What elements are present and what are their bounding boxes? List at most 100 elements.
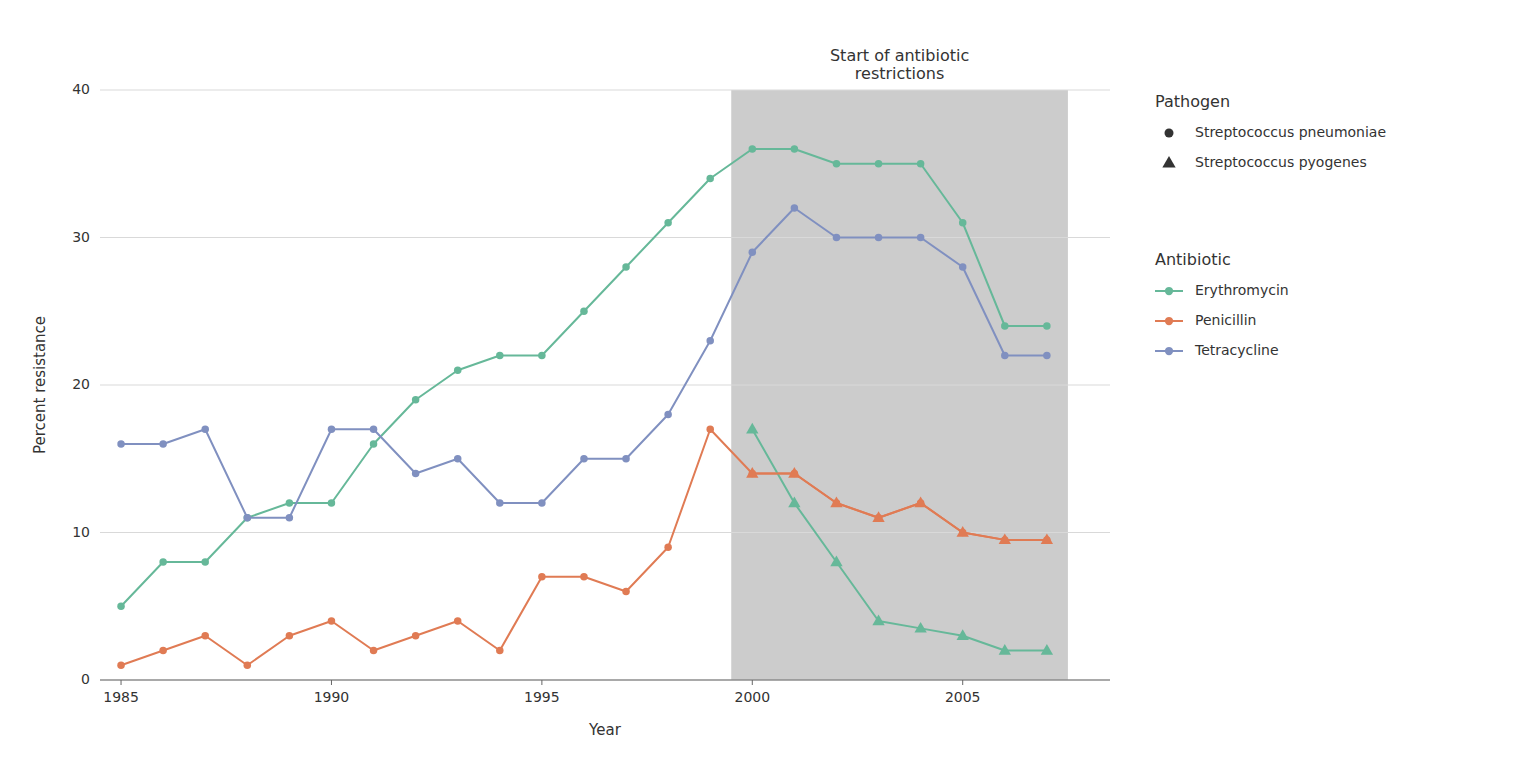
point: [622, 455, 630, 463]
point: [622, 263, 630, 271]
legend-entry: Streptococcus pyogenes: [1195, 154, 1367, 170]
point: [496, 352, 504, 360]
point: [706, 175, 714, 183]
point: [1001, 352, 1009, 360]
annotation: Start of antibioticrestrictions: [830, 46, 969, 83]
point: [201, 632, 209, 640]
point: [872, 615, 884, 626]
point: [159, 647, 167, 655]
point: [370, 426, 378, 434]
legend-swatch-marker: [1165, 347, 1173, 355]
point: [622, 588, 630, 596]
point: [872, 511, 884, 522]
point: [201, 558, 209, 566]
point: [580, 455, 588, 463]
point: [788, 497, 800, 508]
point: [454, 367, 462, 375]
point: [664, 219, 672, 227]
point: [746, 467, 758, 478]
point: [957, 629, 969, 640]
point: [788, 467, 800, 478]
grid-line: [100, 385, 1110, 386]
point: [957, 526, 969, 537]
point: [1001, 322, 1009, 330]
annotation-line: Start of antibiotic: [830, 46, 969, 65]
point: [201, 426, 209, 434]
legend-entry: Penicillin: [1195, 312, 1256, 328]
point: [286, 499, 294, 507]
grid-line: [100, 680, 1110, 681]
point: [959, 263, 967, 271]
point: [328, 617, 336, 625]
series: [117, 426, 1050, 670]
point: [914, 622, 926, 633]
legend-title: Pathogen: [1155, 92, 1230, 111]
point: [706, 337, 714, 345]
series: [746, 423, 1053, 655]
point: [412, 396, 420, 404]
point: [370, 647, 378, 655]
point: [791, 145, 799, 153]
point: [117, 662, 125, 670]
point: [286, 514, 294, 522]
y-grid: 010203040: [72, 81, 1110, 687]
x-tick: [121, 680, 122, 685]
point: [117, 603, 125, 611]
x-tick: [962, 680, 963, 685]
point: [286, 632, 294, 640]
series-line: [752, 474, 1047, 540]
x-tick: [541, 680, 542, 685]
legend-swatch-marker: [1162, 156, 1175, 168]
annotation-line: restrictions: [855, 64, 944, 83]
y-tick-label: 30: [72, 229, 90, 245]
y-tick-label: 0: [81, 671, 90, 687]
chart: 01020304019851990199520002005YearPercent…: [0, 0, 1536, 768]
legend-swatch-marker: [1165, 317, 1173, 325]
point: [454, 455, 462, 463]
y-axis-label: Percent resistance: [31, 316, 49, 454]
point: [875, 234, 883, 242]
point: [538, 499, 546, 507]
point: [959, 219, 967, 227]
legend-swatch-marker: [1165, 287, 1173, 295]
point: [580, 573, 588, 581]
point: [117, 440, 125, 448]
point: [917, 160, 925, 168]
point: [1041, 533, 1053, 544]
point: [159, 558, 167, 566]
point: [328, 426, 336, 434]
point: [833, 234, 841, 242]
point: [1043, 352, 1051, 360]
point: [664, 544, 672, 552]
x-ticks: 19851990199520002005: [103, 680, 980, 705]
grid-line: [100, 532, 1110, 533]
grid-line: [100, 237, 1110, 238]
point: [1043, 322, 1051, 330]
series-line: [752, 429, 1047, 650]
legend-entry: Erythromycin: [1195, 282, 1289, 298]
point: [412, 470, 420, 478]
point: [914, 497, 926, 508]
series-line: [121, 429, 1047, 665]
legend-swatch-marker: [1165, 129, 1174, 138]
series-line: [121, 208, 1047, 518]
series-group: [117, 145, 1053, 669]
point: [791, 204, 799, 212]
legend: PathogenStreptococcus pneumoniaeStreptoc…: [1155, 92, 1386, 170]
x-tick-label: 2005: [945, 689, 981, 705]
point: [412, 632, 420, 640]
legend-title: Antibiotic: [1155, 250, 1231, 269]
x-tick-label: 2000: [734, 689, 770, 705]
point: [159, 440, 167, 448]
point: [830, 497, 842, 508]
x-axis-label: Year: [588, 721, 622, 739]
x-tick: [331, 680, 332, 685]
x-tick: [752, 680, 753, 685]
point: [244, 514, 252, 522]
point: [917, 234, 925, 242]
point: [749, 145, 757, 153]
point: [999, 533, 1011, 544]
x-tick-label: 1985: [103, 689, 139, 705]
y-tick-label: 40: [72, 81, 90, 97]
point: [746, 423, 758, 434]
